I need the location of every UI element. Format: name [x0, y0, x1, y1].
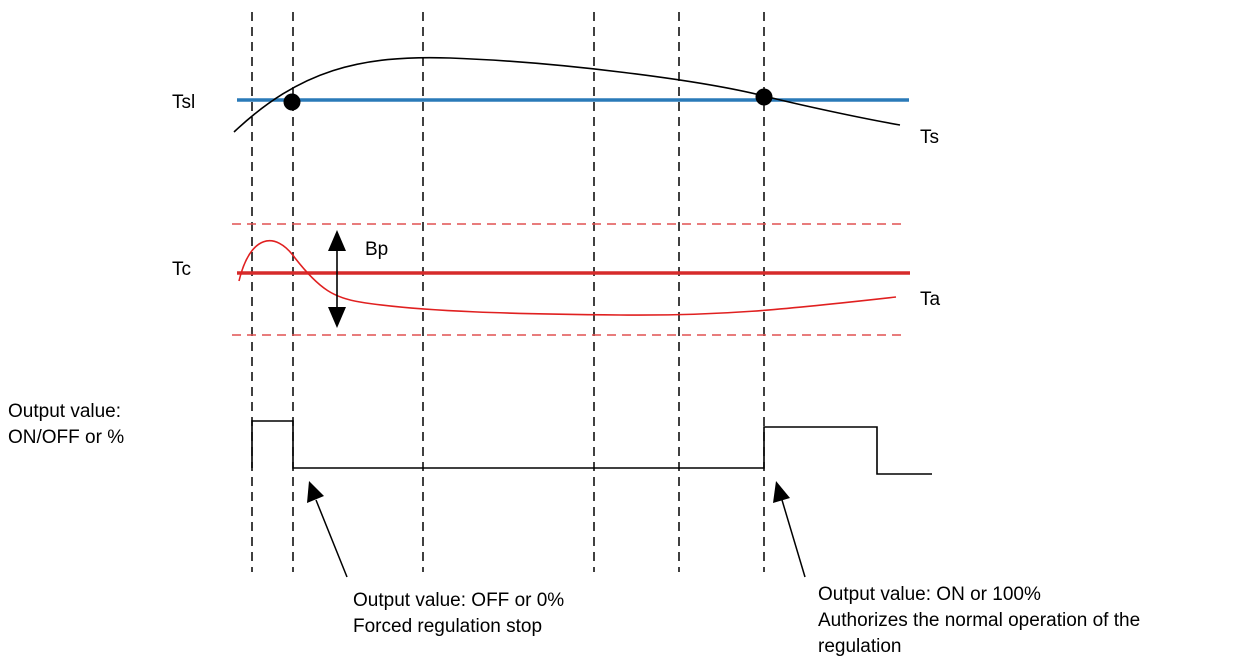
output-signal [251, 420, 932, 475]
annotation-on-line3: regulation [818, 636, 901, 657]
bp-band-arrow [328, 230, 346, 328]
ts-curve [233, 56, 901, 133]
pointer-arrow-on [773, 481, 806, 578]
crossing-point-right [755, 88, 773, 106]
annotation-on-line2: Authorizes the normal operation of the [818, 610, 1140, 631]
annotation-off-line2: Forced regulation stop [353, 616, 542, 637]
bp-arrow-down-head [328, 307, 346, 328]
pointer-arrow-off [307, 481, 348, 578]
pointer-arrow-off-head [307, 481, 324, 503]
tc-label: Tc [172, 259, 191, 280]
annotation-off-line1: Output value: OFF or 0% [353, 590, 564, 611]
bp-arrow-up-head [328, 230, 346, 251]
output-axis-label-line1: Output value: [8, 401, 121, 422]
bp-label: Bp [365, 239, 388, 260]
ts-label: Ts [920, 127, 939, 148]
pointer-arrow-on-head [773, 481, 790, 503]
tsl-label: Tsl [172, 92, 195, 113]
annotation-on-line1: Output value: ON or 100% [818, 584, 1041, 605]
ta-label: Ta [920, 289, 941, 310]
crossing-point-left [283, 93, 301, 111]
ta-curve [238, 240, 897, 316]
output-axis-label-line2: ON/OFF or % [8, 427, 124, 448]
